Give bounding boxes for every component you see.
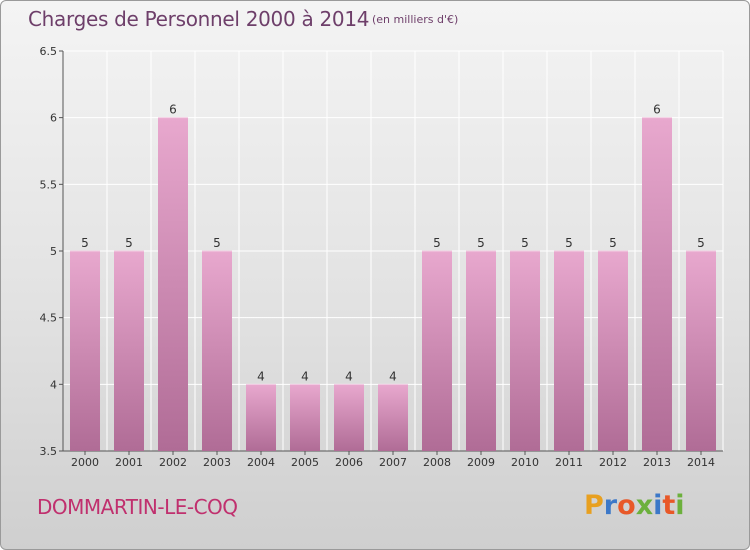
data-label: 5 <box>213 236 221 250</box>
bar <box>378 384 408 451</box>
bar <box>422 251 452 451</box>
x-tick-label: 2008 <box>423 456 451 469</box>
data-label: 6 <box>169 103 177 117</box>
x-tick-label: 2011 <box>555 456 583 469</box>
x-axis-ticks: 2000 2001 2002 2003 2004 2005 2006 2007 2008 2009… <box>71 451 715 469</box>
y-axis-ticks: 3.5 4 4.5 5 5.5 6 6.5 <box>40 45 63 458</box>
x-tick-label: 2009 <box>467 456 495 469</box>
data-label: 5 <box>565 236 573 250</box>
bar <box>510 251 540 451</box>
data-label: 5 <box>125 236 133 250</box>
logo-letter: o <box>617 490 636 521</box>
data-labels: 5 5 6 5 4 4 4 4 5 5 5 5 5 6 5 <box>81 103 705 384</box>
bar <box>686 251 716 451</box>
bar <box>334 384 364 451</box>
data-label: 4 <box>301 369 309 383</box>
logo-letter: r <box>603 490 618 521</box>
logo-letter: t <box>662 490 676 521</box>
x-tick-label: 2002 <box>159 456 187 469</box>
chart-title: Charges de Personnel 2000 à 2014 <box>28 7 370 31</box>
logo-letter: i <box>653 490 663 521</box>
data-label: 5 <box>697 236 705 250</box>
x-tick-label: 2014 <box>687 456 715 469</box>
y-tick-label: 5 <box>50 245 57 258</box>
bar <box>598 251 628 451</box>
x-tick-label: 2007 <box>379 456 407 469</box>
proxiti-logo[interactable]: Proxiti <box>584 490 685 521</box>
bar <box>554 251 584 451</box>
bar <box>290 384 320 451</box>
chart-subtitle: (en milliers d'€) <box>372 13 459 26</box>
logo-letter: i <box>675 490 685 521</box>
data-label: 5 <box>609 236 617 250</box>
x-tick-label: 2003 <box>203 456 231 469</box>
commune-name: DOMMARTIN-LE-COQ <box>37 495 238 519</box>
x-tick-label: 2010 <box>511 456 539 469</box>
data-label: 5 <box>433 236 441 250</box>
bar <box>246 384 276 451</box>
data-label: 5 <box>81 236 89 250</box>
bar <box>114 251 144 451</box>
bar <box>202 251 232 451</box>
data-label: 4 <box>345 369 353 383</box>
logo-letter: P <box>584 490 604 521</box>
x-tick-label: 2000 <box>71 456 99 469</box>
y-tick-label: 5.5 <box>40 178 58 191</box>
x-tick-label: 2013 <box>643 456 671 469</box>
x-tick-label: 2012 <box>599 456 627 469</box>
logo-letter: x <box>635 490 654 521</box>
y-tick-label: 4 <box>50 378 57 391</box>
bars <box>70 117 716 452</box>
bar <box>70 251 100 451</box>
x-tick-label: 2006 <box>335 456 363 469</box>
y-tick-label: 4.5 <box>40 312 58 325</box>
x-tick-label: 2001 <box>115 456 143 469</box>
x-tick-label: 2005 <box>291 456 319 469</box>
y-tick-label: 6.5 <box>40 45 58 58</box>
data-label: 4 <box>389 369 397 383</box>
data-label: 5 <box>477 236 485 250</box>
y-tick-label: 6 <box>50 112 57 125</box>
data-label: 6 <box>653 103 661 117</box>
data-label: 4 <box>257 369 265 383</box>
data-label: 5 <box>521 236 529 250</box>
y-tick-label: 3.5 <box>40 445 58 458</box>
bar <box>642 117 672 452</box>
bar <box>466 251 496 451</box>
x-tick-label: 2004 <box>247 456 275 469</box>
bar <box>158 117 188 452</box>
